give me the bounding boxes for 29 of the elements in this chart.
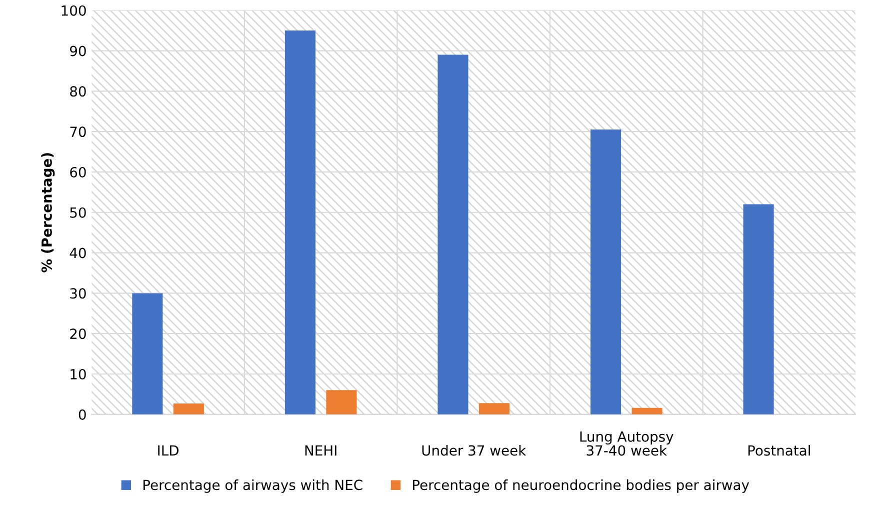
y-tick-label: 30	[70, 288, 86, 299]
y-tick-label: 0	[78, 409, 86, 420]
bar	[590, 130, 622, 414]
bar	[132, 293, 163, 414]
bar	[173, 403, 204, 414]
bar	[326, 390, 357, 414]
bar	[743, 204, 774, 414]
x-tick-label: NEHI	[305, 445, 336, 456]
x-tick-label: ILD	[158, 445, 178, 456]
y-tick-label: 50	[70, 207, 86, 218]
y-tick-label: 60	[70, 166, 86, 178]
text: Lung Autopsy	[580, 431, 674, 445]
x-tick-label: Postnatal	[748, 444, 810, 456]
x-tick-label: 37-40 week	[586, 444, 667, 456]
bar	[284, 30, 316, 414]
legend-label: Percentage of neuroendocrine bodies per airway	[413, 479, 750, 493]
y-tick-label: 80	[70, 86, 86, 97]
y-tick-label: 20	[70, 328, 86, 340]
legend-label: Percentage of airways with NEC	[144, 479, 362, 493]
bar	[438, 54, 468, 414]
y-tick-label: 40	[70, 248, 86, 258]
y-tick-label: 70	[70, 126, 86, 138]
y-axis-title: % (Percentage)	[41, 153, 55, 272]
bar	[478, 403, 510, 414]
y-tick-label: 10	[70, 368, 86, 380]
bar	[632, 408, 662, 414]
x-tick-label: Under 37 week	[422, 444, 526, 456]
y-tick-label: 90	[70, 46, 86, 56]
y-tick-label: 100	[62, 5, 86, 16]
